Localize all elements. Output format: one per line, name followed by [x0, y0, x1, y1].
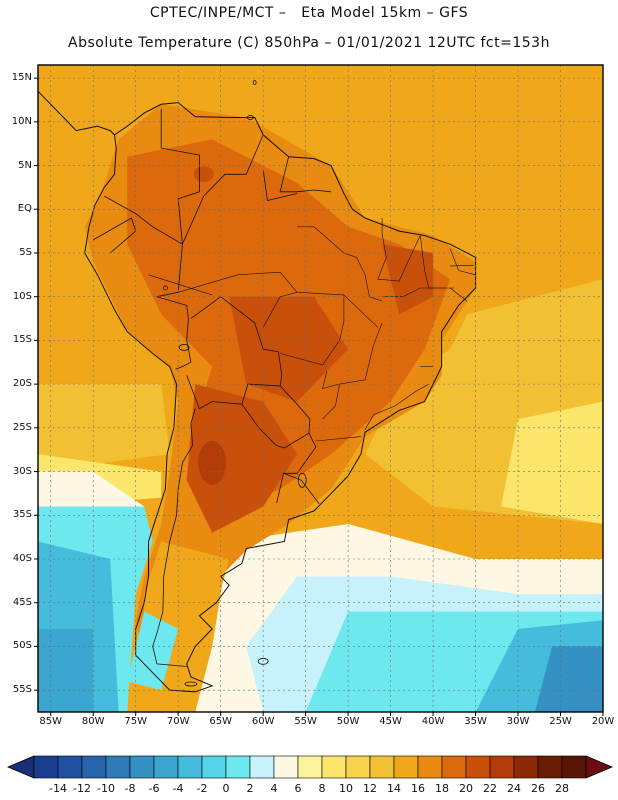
colorbar-label: 16	[411, 782, 425, 795]
lat-tick-label: 50S	[12, 640, 32, 652]
lat-tick-label: 10N	[11, 115, 32, 127]
colorbar-label: 4	[270, 782, 278, 795]
lon-tick-label: 20W	[591, 716, 615, 727]
lon-tick-label: 80W	[81, 716, 105, 727]
lon-tick-label: 65W	[209, 716, 232, 727]
chart-title-line2: Absolute Temperature (C) 850hPa – 01/01/…	[68, 35, 550, 51]
lat-tick-label: 5N	[18, 159, 32, 171]
colorbar-label: -8	[124, 782, 136, 795]
country-borders	[93, 108, 332, 667]
lat-tick-label: 35S	[12, 509, 32, 521]
central-america-coast	[38, 90, 115, 136]
temp-hotspot-chaco	[198, 440, 227, 485]
temp-continent-hot-ne	[382, 244, 434, 315]
island-outline	[247, 115, 254, 120]
lake-outline	[297, 472, 307, 488]
lon-tick-label: 30W	[506, 716, 530, 727]
lon-tick-label: 70W	[166, 716, 190, 727]
temperature-field	[38, 48, 603, 712]
lake-outline	[178, 344, 190, 351]
temp-band-north	[38, 65, 603, 175]
colorbar-label: 28	[555, 782, 569, 795]
temp-continent-hot-center	[229, 296, 349, 402]
lon-tick-label: 50W	[336, 716, 360, 727]
temp-continent-hot-south	[186, 384, 298, 533]
lat-tick-label: 15N	[11, 72, 32, 84]
colorbar-label: 14	[387, 782, 401, 795]
colorbar-label: 10	[339, 782, 353, 795]
island-outline	[184, 681, 198, 687]
colorbar-label: 2	[246, 782, 254, 795]
colorbar-label: 12	[363, 782, 377, 795]
lat-tick-label: 25S	[12, 421, 32, 433]
colorbar-label: -4	[172, 782, 184, 795]
temp-band-south-atlantic-coldest	[535, 646, 603, 712]
temp-patagonia-south	[127, 611, 179, 691]
colorbar-label: -14	[49, 782, 67, 795]
lake-outline	[163, 285, 168, 291]
colorbar-label: -12	[73, 782, 91, 795]
lon-tick-label: 75W	[124, 716, 148, 727]
lat-tick-label: 5S	[19, 246, 32, 258]
colorbar-label: 6	[294, 782, 302, 795]
lon-tick-label: 40W	[421, 716, 445, 727]
temp-hotspot-north	[193, 166, 214, 183]
colorbar-label: 8	[318, 782, 326, 795]
lat-tick-label: 40S	[12, 552, 32, 564]
lon-tick-label: 85W	[39, 716, 63, 727]
colorbar-label: 22	[483, 782, 497, 795]
colorbar-label: 18	[435, 782, 449, 795]
colorbar-label: 26	[531, 782, 545, 795]
temp-band-atlantic-light	[501, 401, 603, 524]
colorbar-label: 0	[222, 782, 230, 795]
temp-band-south-pacific-colder	[38, 628, 94, 712]
lat-tick-label: 55S	[12, 684, 32, 696]
island-outline	[202, 48, 214, 52]
lat-tick-label: 45S	[12, 596, 32, 608]
lon-tick-label: 45W	[379, 716, 402, 727]
island-outline	[252, 80, 257, 85]
colorbar-label: -6	[148, 782, 160, 795]
lat-tick-label: EQ	[17, 203, 32, 215]
lat-tick-label: 10S	[12, 290, 32, 302]
island-outline	[257, 657, 269, 665]
lon-tick-label: 35W	[464, 716, 487, 727]
colorbar-label: -2	[196, 782, 208, 795]
lon-tick-label: 60W	[251, 716, 275, 727]
graticule	[38, 65, 604, 712]
chart-title-line1: CPTEC/INPE/MCT – Eta Model 15km – GFS	[149, 5, 469, 21]
lat-tick-label: 30S	[12, 465, 32, 477]
lat-tick-label: 15S	[12, 334, 32, 346]
lon-tick-label: 25W	[549, 716, 572, 727]
lon-tick-label: 55W	[294, 716, 317, 727]
colorbar-label: 24	[507, 782, 521, 795]
state-borders	[148, 218, 476, 442]
temp-band-pacific-3	[38, 471, 145, 507]
colorbar-label: 20	[459, 782, 473, 795]
lat-tick-label: 20S	[12, 378, 32, 390]
map-frame	[37, 64, 604, 713]
colorbar-label: -10	[97, 782, 115, 795]
coastline	[84, 102, 477, 693]
